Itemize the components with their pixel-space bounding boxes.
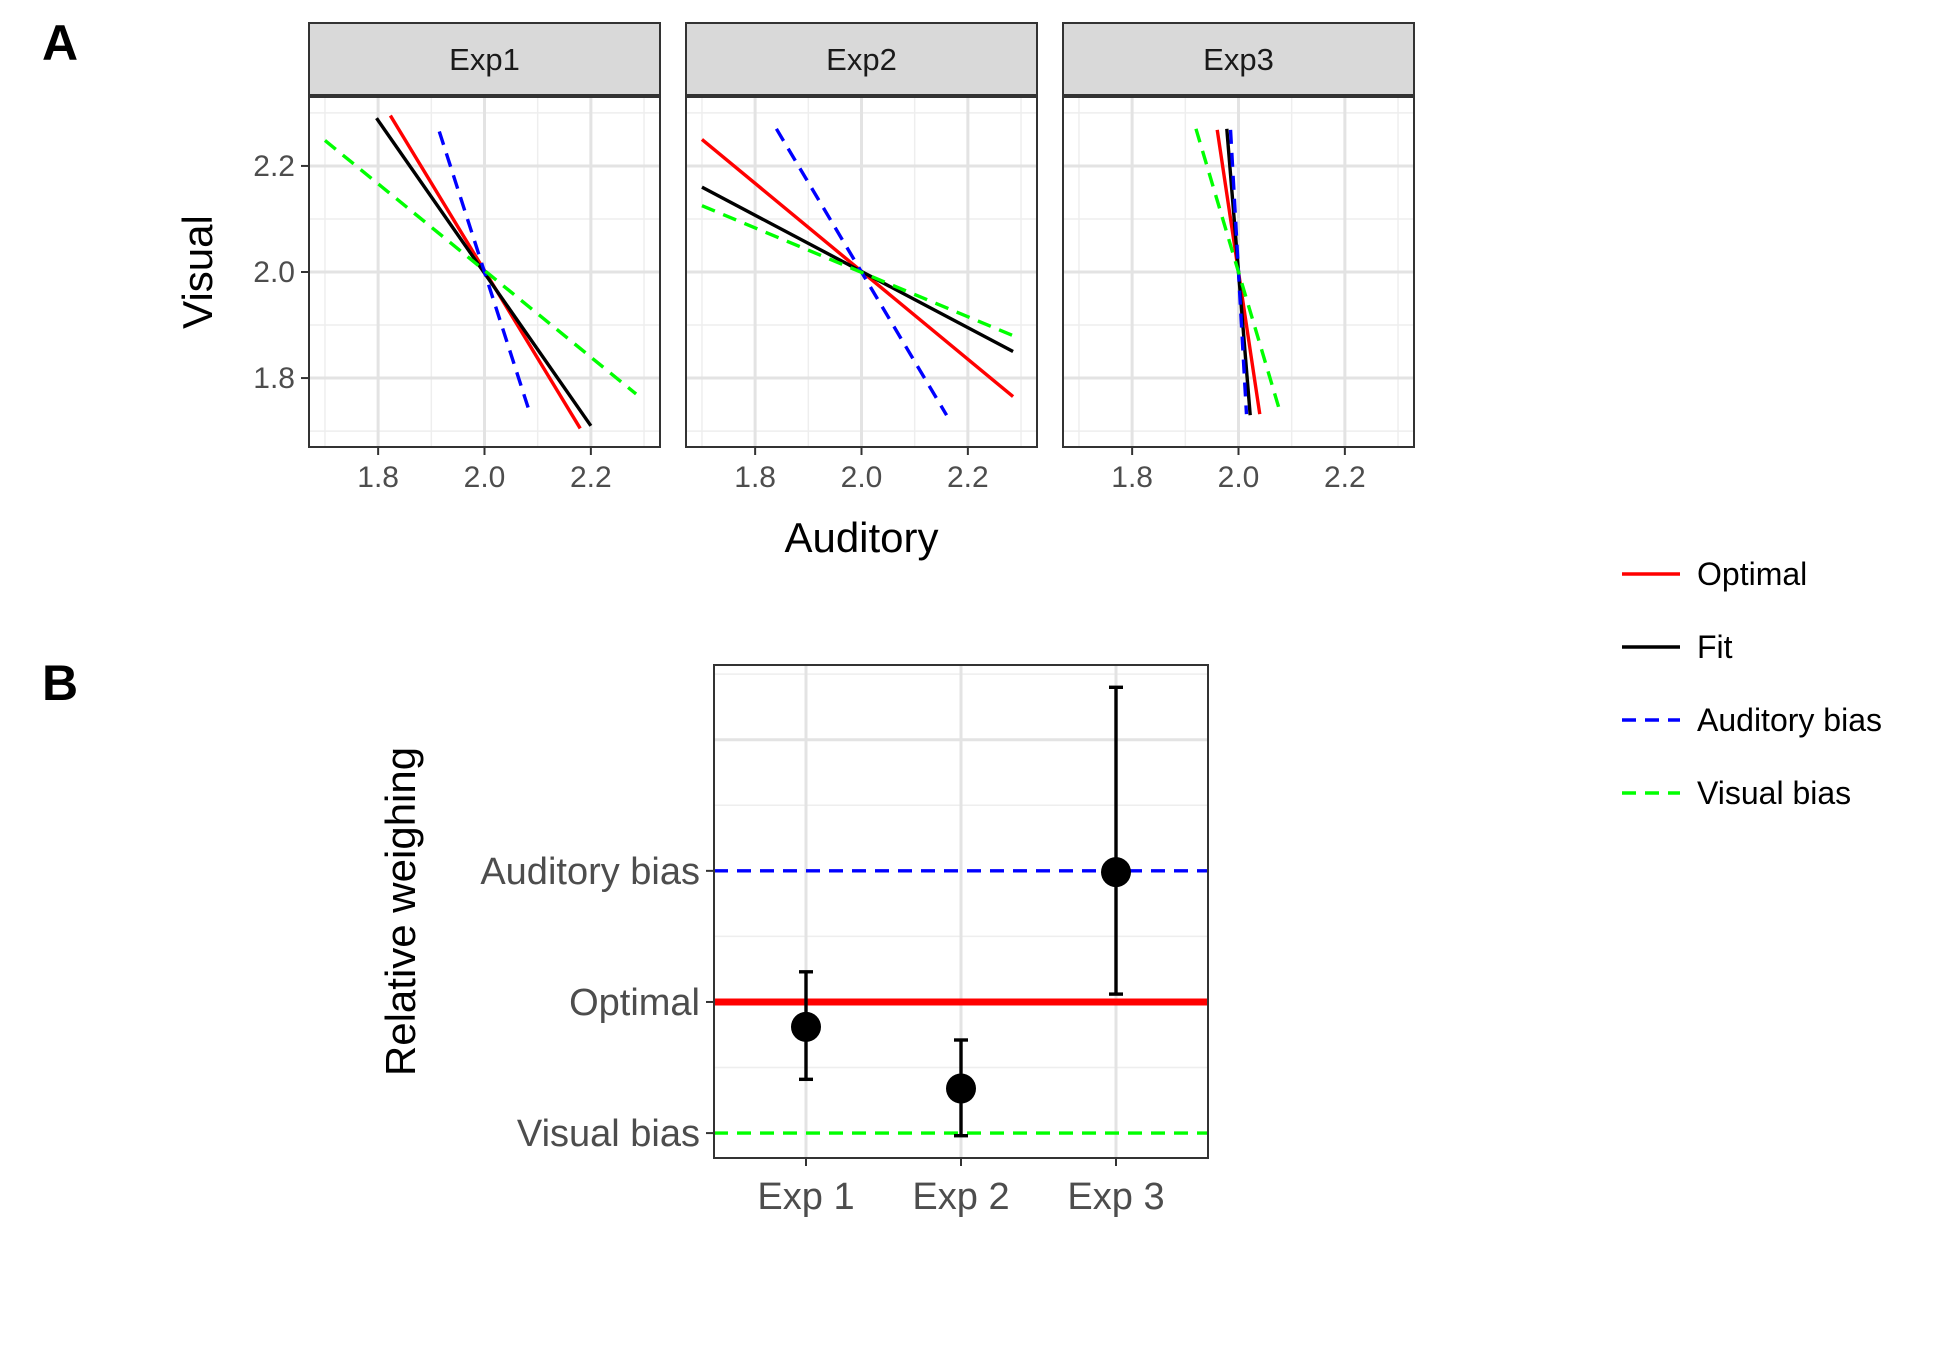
y-tick-label: 2.2 xyxy=(253,150,295,183)
series-line-visual-bias-exp2 xyxy=(701,204,1014,338)
data-point-exp-3 xyxy=(1101,857,1131,888)
data-point-exp-1 xyxy=(791,1011,821,1042)
legend-label-fit: Fit xyxy=(1697,629,1733,665)
x-tick-label: Exp 1 xyxy=(757,1176,854,1218)
legend-label-optimal: Optimal xyxy=(1697,556,1807,592)
x-tick-label: 2.0 xyxy=(464,461,506,494)
x-tick-label: 1.8 xyxy=(357,461,399,494)
facet-strip-exp3 xyxy=(1062,22,1415,96)
x-tick-label: Exp 3 xyxy=(1067,1176,1164,1218)
data-point-exp-2 xyxy=(946,1073,976,1104)
facet-strip-exp1 xyxy=(308,22,661,96)
x-tick-label: Exp 2 xyxy=(912,1176,1009,1218)
x-tick-label: 2.2 xyxy=(947,461,989,494)
panel-a-faceted-line-chart: Exp1 1.8 2.0 2.2 Exp2 1.8 2.0 2.2 Exp3 1.8 2.0 2.2 1… xyxy=(174,22,1415,561)
y-axis-title: Visual xyxy=(174,215,221,329)
y-tick-label: Auditory bias xyxy=(480,851,700,893)
y-tick-label: 1.8 xyxy=(253,362,295,395)
panel-label-a: A xyxy=(42,15,78,71)
y-tick-label: Visual bias xyxy=(517,1113,700,1155)
y-axis-title-b: Relative weighing xyxy=(377,747,424,1076)
x-tick-label: 1.8 xyxy=(734,461,776,494)
panel-b-weighting-chart: Visual bias Optimal Auditory bias Exp 1 Exp … xyxy=(377,664,1209,1218)
y-tick-label: 2.0 xyxy=(253,256,295,289)
x-axis-title: Auditory xyxy=(784,514,938,561)
facet-strip-label-exp2: Exp2 xyxy=(826,42,897,77)
legend-label-auditory-bias: Auditory bias xyxy=(1697,702,1882,738)
facet-strip-exp2 xyxy=(685,22,1038,96)
facet-strip-label-exp3: Exp3 xyxy=(1203,42,1274,77)
x-tick-label: 2.2 xyxy=(1324,461,1366,494)
y-tick-label: Optimal xyxy=(569,982,700,1024)
series-line-visual-bias-exp1 xyxy=(323,139,638,396)
x-tick-label: 2.0 xyxy=(1218,461,1260,494)
x-tick-label: 2.0 xyxy=(841,461,883,494)
legend-label-visual-bias: Visual bias xyxy=(1697,775,1851,811)
x-tick-label: 2.2 xyxy=(570,461,612,494)
x-tick-label: 1.8 xyxy=(1111,461,1153,494)
series-line-auditory-bias-exp1 xyxy=(437,130,532,414)
series-line-visual-bias-exp3 xyxy=(1194,128,1283,416)
facet-strip-label-exp1: Exp1 xyxy=(449,42,520,77)
legend: Optimal Fit Auditory bias Visual bias xyxy=(1622,556,1882,811)
panel-label-b: B xyxy=(42,655,78,711)
